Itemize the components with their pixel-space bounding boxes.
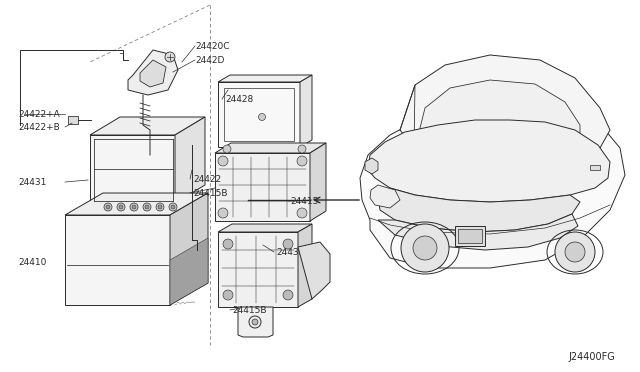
- Circle shape: [555, 232, 595, 272]
- Polygon shape: [65, 193, 208, 215]
- Circle shape: [223, 239, 233, 249]
- Text: J24400FG: J24400FG: [568, 352, 615, 362]
- Circle shape: [119, 205, 123, 209]
- Circle shape: [283, 239, 293, 249]
- Polygon shape: [298, 224, 312, 307]
- Text: 24435M: 24435M: [276, 248, 312, 257]
- Polygon shape: [175, 117, 205, 203]
- Bar: [455, 226, 485, 246]
- Text: 24428: 24428: [225, 95, 253, 104]
- Polygon shape: [368, 120, 610, 202]
- Circle shape: [223, 290, 233, 300]
- Circle shape: [117, 203, 125, 211]
- Bar: [224, 88, 294, 141]
- Circle shape: [283, 290, 293, 300]
- Text: 24422+A: 24422+A: [18, 110, 60, 119]
- Circle shape: [401, 224, 449, 272]
- Circle shape: [218, 208, 228, 218]
- Polygon shape: [170, 193, 208, 305]
- Circle shape: [297, 156, 307, 166]
- Text: 2442D: 2442D: [195, 56, 225, 65]
- Circle shape: [145, 205, 149, 209]
- Circle shape: [218, 156, 228, 166]
- Circle shape: [165, 52, 175, 62]
- Polygon shape: [65, 215, 170, 305]
- Text: 24431: 24431: [18, 178, 46, 187]
- Bar: [458, 229, 482, 243]
- Circle shape: [565, 242, 585, 262]
- Polygon shape: [298, 242, 330, 299]
- Polygon shape: [140, 60, 166, 87]
- Circle shape: [143, 203, 151, 211]
- Polygon shape: [170, 238, 208, 305]
- Text: 24420C: 24420C: [195, 42, 230, 51]
- Polygon shape: [360, 108, 625, 268]
- Text: 24422: 24422: [193, 175, 221, 184]
- Circle shape: [106, 205, 110, 209]
- Polygon shape: [128, 50, 178, 95]
- Polygon shape: [215, 153, 310, 221]
- Polygon shape: [378, 214, 578, 250]
- Text: 24415B: 24415B: [232, 306, 266, 315]
- Circle shape: [297, 208, 307, 218]
- Polygon shape: [310, 143, 326, 221]
- Circle shape: [223, 145, 231, 153]
- Text: 24410: 24410: [18, 258, 46, 267]
- Circle shape: [130, 203, 138, 211]
- Polygon shape: [90, 117, 205, 135]
- Polygon shape: [218, 232, 298, 307]
- Bar: [590, 165, 600, 170]
- Circle shape: [169, 203, 177, 211]
- Polygon shape: [218, 75, 312, 82]
- Polygon shape: [400, 55, 610, 158]
- Polygon shape: [218, 224, 312, 232]
- Circle shape: [158, 205, 162, 209]
- Polygon shape: [415, 80, 580, 155]
- Polygon shape: [218, 82, 300, 147]
- Circle shape: [298, 145, 306, 153]
- Polygon shape: [300, 75, 312, 147]
- Polygon shape: [215, 143, 326, 153]
- Circle shape: [259, 113, 266, 121]
- Polygon shape: [238, 307, 273, 337]
- Polygon shape: [90, 135, 175, 203]
- Circle shape: [132, 205, 136, 209]
- Circle shape: [104, 203, 112, 211]
- Circle shape: [156, 203, 164, 211]
- Circle shape: [413, 236, 437, 260]
- Circle shape: [252, 319, 258, 325]
- Polygon shape: [378, 188, 580, 232]
- Polygon shape: [370, 185, 400, 208]
- Bar: [68, 116, 78, 124]
- Circle shape: [171, 205, 175, 209]
- Text: 24422+B: 24422+B: [18, 123, 60, 132]
- Text: 24415B: 24415B: [193, 189, 227, 198]
- Polygon shape: [365, 158, 378, 174]
- Text: 24415: 24415: [290, 197, 318, 206]
